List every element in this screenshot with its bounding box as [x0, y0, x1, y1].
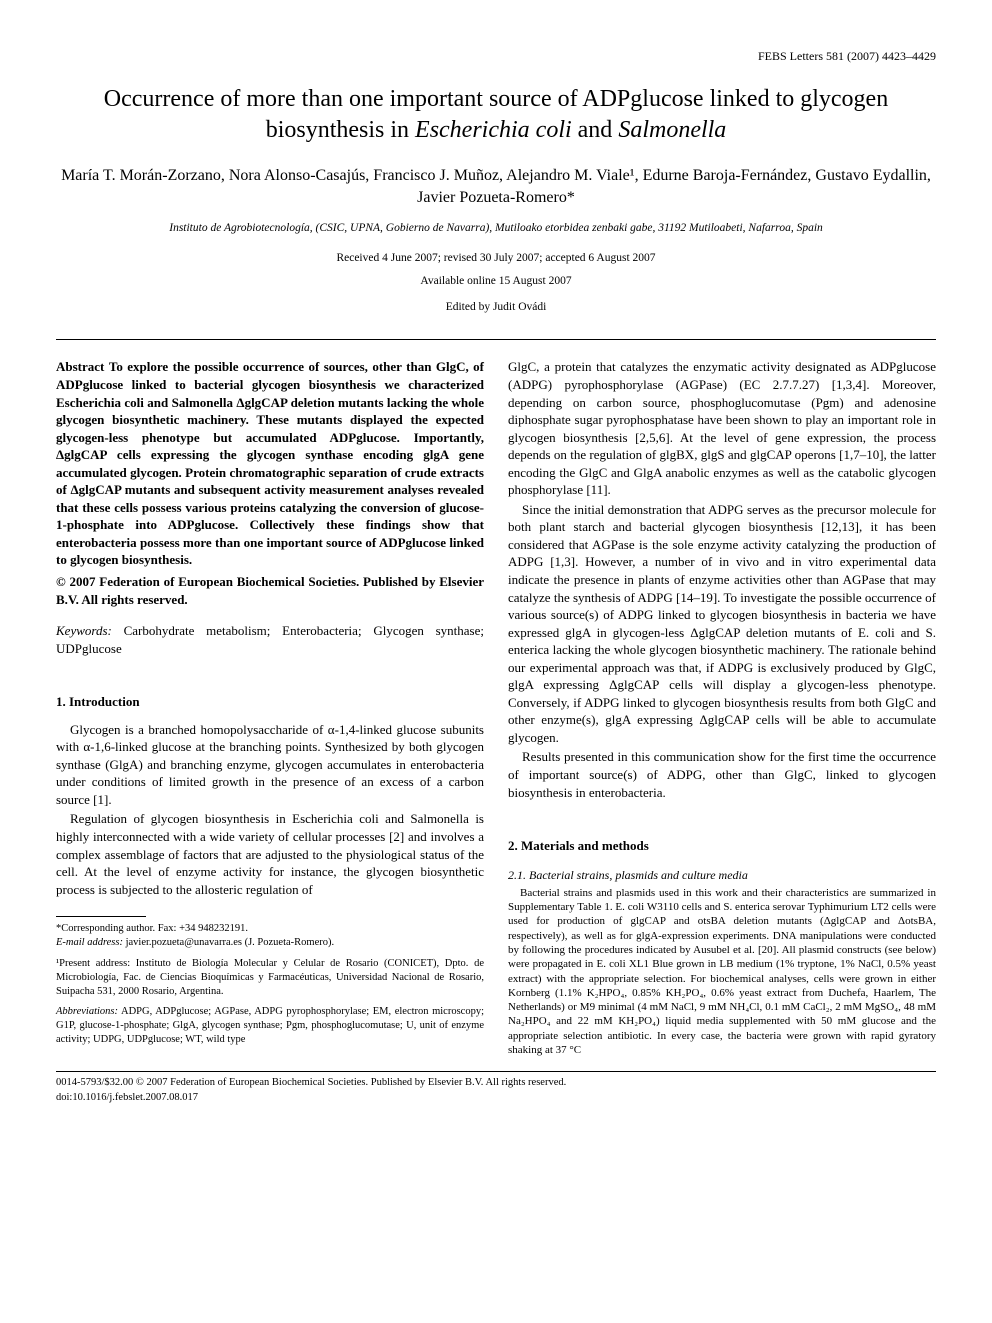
footer-doi: doi:10.1016/j.febslet.2007.08.017	[56, 1091, 936, 1105]
methods-para-1: Bacterial strains and plasmids used in t…	[508, 886, 936, 1058]
affiliation: Instituto de Agrobiotecnología, (CSIC, U…	[56, 221, 936, 237]
email-label: E-mail address:	[56, 937, 123, 948]
present-address-footnote: ¹Present address: Instituto de Biología …	[56, 957, 484, 1000]
keywords-block: Keywords: Carbohydrate metabolism; Enter…	[56, 622, 484, 657]
methods-heading: 2. Materials and methods	[508, 837, 936, 855]
abbreviations-footnote: Abbreviations: ADPG, ADPglucose; AGPase,…	[56, 1005, 484, 1048]
abbreviations-label: Abbreviations:	[56, 1006, 118, 1017]
abstract-block: Abstract To explore the possible occurre…	[56, 358, 484, 608]
abstract-text: To explore the possible occurrence of so…	[56, 359, 484, 567]
keywords-text: Carbohydrate metabolism; Enterobacteria;…	[56, 623, 484, 656]
title-italic-2: Salmonella	[618, 117, 726, 143]
intro-para-1: Glycogen is a branched homopolysaccharid…	[56, 721, 484, 809]
abstract-label: Abstract	[56, 359, 104, 374]
keywords-label: Keywords:	[56, 623, 112, 638]
footnote-divider	[56, 916, 146, 917]
article-title: Occurrence of more than one important so…	[56, 84, 936, 146]
introduction-heading: 1. Introduction	[56, 693, 484, 711]
page-footer: 0014-5793/$32.00 © 2007 Federation of Eu…	[56, 1071, 936, 1104]
title-italic-1: Escherichia coli	[415, 117, 572, 143]
title-and: and	[572, 117, 619, 143]
email-value: javier.pozueta@unavarra.es (J. Pozueta-R…	[123, 937, 334, 948]
footer-copyright: 0014-5793/$32.00 © 2007 Federation of Eu…	[56, 1076, 936, 1090]
footer-divider	[56, 1071, 936, 1072]
header-divider	[56, 339, 936, 340]
main-columns: Abstract To explore the possible occurre…	[56, 358, 936, 1057]
methods-subsection-1: 2.1. Bacterial strains, plasmids and cul…	[508, 867, 936, 883]
abstract-copyright: © 2007 Federation of European Biochemica…	[56, 573, 484, 608]
abbreviations-text: ADPG, ADPglucose; AGPase, ADPG pyrophosp…	[56, 1006, 484, 1045]
intro-para-2: Regulation of glycogen biosynthesis in E…	[56, 810, 484, 898]
corresponding-author-footnote: *Corresponding author. Fax: +34 94823219…	[56, 922, 484, 950]
journal-reference: FEBS Letters 581 (2007) 4423–4429	[56, 48, 936, 64]
col2-para-2: Since the initial demonstration that ADP…	[508, 501, 936, 747]
authors-list: María T. Morán-Zorzano, Nora Alonso-Casa…	[56, 165, 936, 210]
email-line: E-mail address: javier.pozueta@unavarra.…	[56, 936, 484, 950]
col2-para-3: Results presented in this communication …	[508, 748, 936, 801]
available-date: Available online 15 August 2007	[56, 274, 936, 290]
corresponding-fax: *Corresponding author. Fax: +34 94823219…	[56, 922, 484, 936]
col2-para-1: GlgC, a protein that catalyzes the enzym…	[508, 358, 936, 498]
edited-by: Edited by Judit Ovádi	[56, 300, 936, 316]
received-dates: Received 4 June 2007; revised 30 July 20…	[56, 251, 936, 267]
